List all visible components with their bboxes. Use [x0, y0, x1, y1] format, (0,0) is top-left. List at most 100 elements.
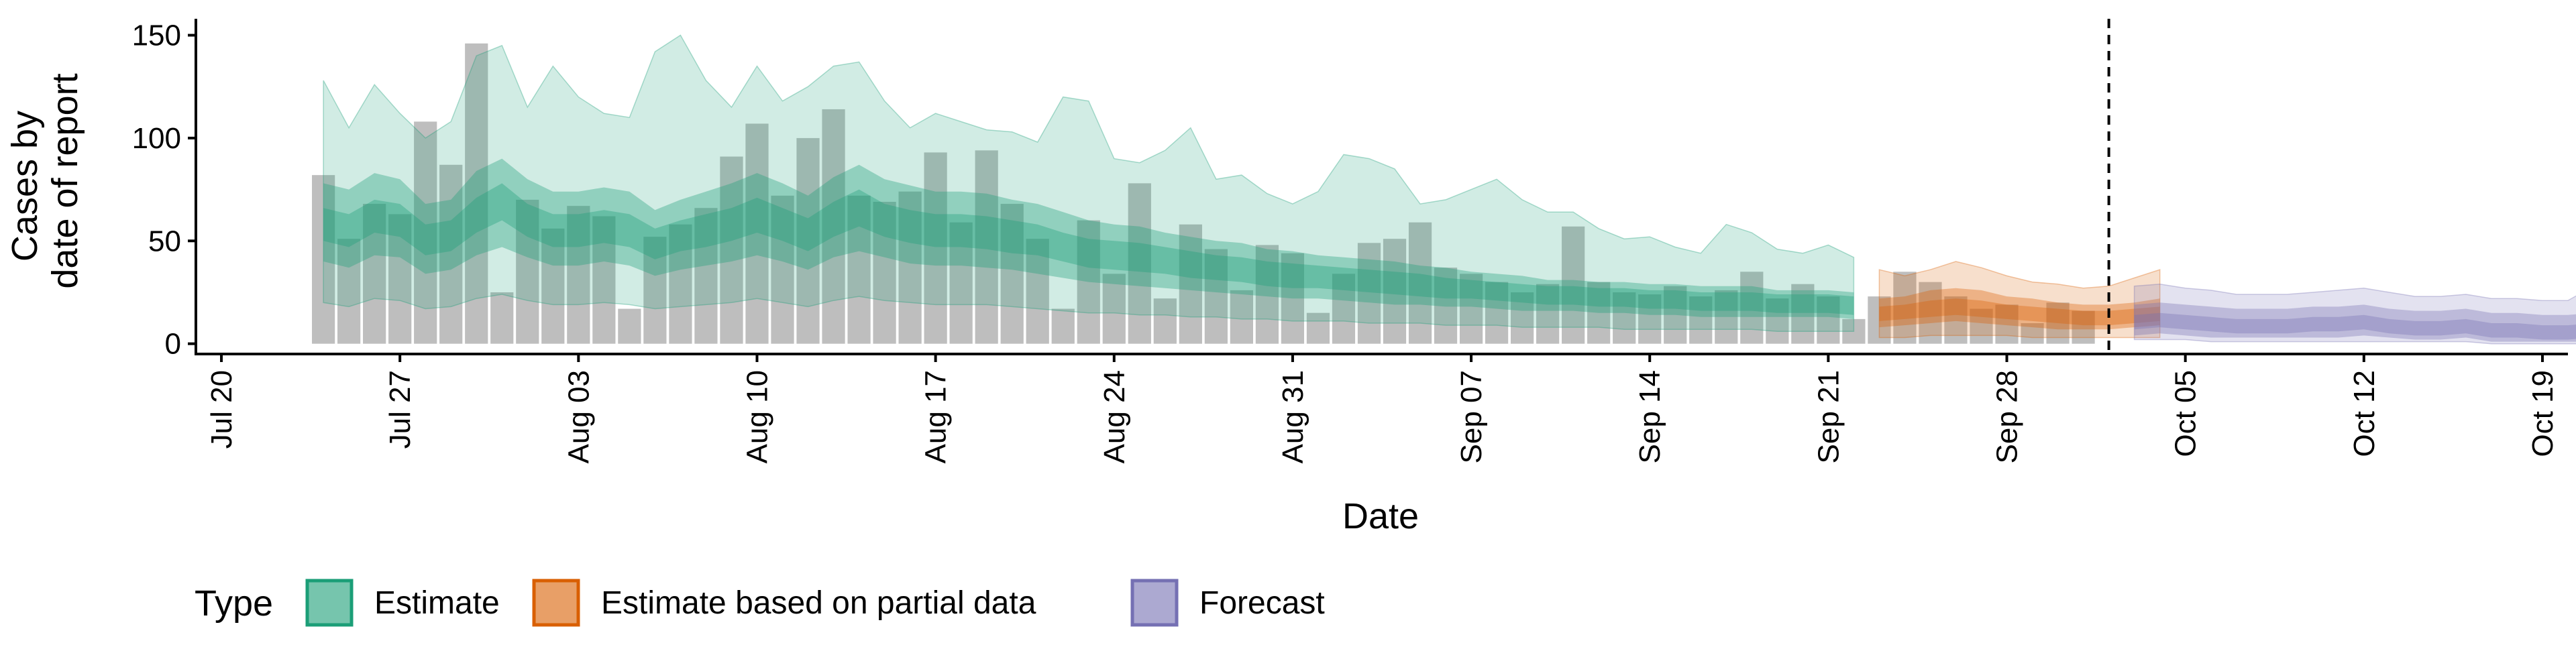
reported-cases-bar: [1281, 253, 1305, 344]
reported-cases-bar: [975, 150, 998, 344]
legend-title: Type: [195, 583, 273, 624]
axes: 0 50 100 150 Jul 20 Jul 27 Aug 03 Aug 10 Aug 17…: [132, 19, 2568, 463]
reported-cases-bar: [592, 216, 616, 344]
reported-cases-bar: [1306, 312, 1330, 344]
x-tick-label: Sep 28: [1991, 370, 2024, 463]
x-tick-label: Sep 07: [1455, 370, 1488, 463]
reported-cases-bar: [1817, 296, 1840, 344]
reported-cases-bar: [2021, 322, 2044, 344]
legend-items: Estimate Estimate based on partial data Fo…: [305, 579, 1325, 627]
reported-cases-bar: [1715, 290, 1738, 344]
reported-cases-bar: [1230, 290, 1253, 344]
reported-cases-bar: [2046, 302, 2070, 344]
estimate-series: [323, 34, 1855, 333]
reported-cases-bar: [1536, 284, 1560, 344]
reported-cases-bar: [1664, 286, 1687, 344]
reported-cases-bar: [1459, 274, 1483, 344]
estimate-ribbons: [323, 34, 2576, 345]
reported-cases-bar: [567, 206, 590, 344]
reported-cases-bar: [1995, 304, 2019, 344]
reported-cases-bar: [1893, 272, 1917, 344]
reported-cases-bar: [822, 109, 845, 344]
reported-cases-bar: [337, 239, 361, 344]
legend-item-forecast: Forecast: [1130, 579, 1325, 627]
x-tick-label: Sep 21: [1812, 370, 1845, 463]
reported-cases-bar: [1434, 268, 1458, 344]
forecast-ci90-band: [2133, 283, 2576, 345]
reported-cases-bar: [1970, 308, 1993, 344]
reported-cases-bar: [1944, 296, 1968, 344]
reported-cases-bar: [796, 137, 820, 344]
reported-cases-bar: [414, 121, 437, 344]
reported-cases-bar: [694, 208, 718, 344]
reported-cases-bar: [1357, 243, 1381, 344]
reported-cases-bar: [898, 191, 922, 344]
reported-cases-bar: [1102, 274, 1126, 344]
reported-cases-bar: [1791, 284, 1815, 344]
reported-cases-bar: [1255, 245, 1279, 344]
x-tick-label: Aug 03: [562, 370, 595, 463]
reported-cases-bar: [618, 308, 641, 344]
estimate-based-on-partial-data-ci50-band: [1879, 288, 2160, 330]
x-tick-label: Aug 17: [920, 370, 953, 463]
forecast-ci50-band: [2134, 302, 2576, 342]
reported-cases-bar: [1613, 292, 1636, 344]
x-tick-label: Jul 20: [205, 370, 238, 449]
legend-label: Forecast: [1199, 585, 1325, 621]
reported-cases-bar: [1689, 296, 1713, 344]
reported-cases-bar: [388, 214, 412, 344]
reported-cases-bar: [1383, 239, 1407, 344]
legend: Type Estimate Estimate based on partial d…: [195, 579, 1325, 627]
y-axis-ticks: 0 50 100 150: [132, 19, 196, 361]
reported-cases-bar: [771, 195, 794, 344]
y-tick-label: 50: [148, 225, 181, 257]
reported-cases-bar: [2072, 310, 2095, 344]
legend-swatch: [532, 579, 580, 627]
y-axis-title-line-1: Cases by: [5, 111, 45, 261]
x-tick-label: Jul 27: [384, 370, 417, 449]
reported-cases-bar: [1485, 282, 1509, 344]
reported-cases-bar: [1562, 226, 1585, 344]
estimate-based-on-partial-data-ci20-band: [1879, 298, 2160, 326]
reported-cases-bar: [1128, 183, 1151, 344]
legend-swatch: [1130, 579, 1179, 627]
reported-cases-bar: [311, 175, 335, 344]
reported-cases-bar: [1766, 298, 1789, 344]
forecast-series: [2133, 283, 2576, 345]
reported-cases-bar: [1153, 298, 1177, 344]
reported-cases-bar: [465, 43, 488, 344]
reported-cases-bar: [541, 228, 565, 344]
y-axis-title-line-2: date of report: [45, 73, 85, 288]
reported-cases-bar: [1408, 222, 1432, 344]
y-tick-label: 150: [132, 19, 181, 52]
reported-cases-bar: [1026, 239, 1049, 344]
x-tick-label: Aug 24: [1098, 370, 1131, 463]
reported-cases-bar: [490, 292, 514, 344]
reported-cases-bar: [1919, 282, 1942, 344]
reported-cases-bars: [311, 43, 2095, 344]
x-tick-label: Oct 05: [2169, 370, 2202, 457]
x-tick-label: Sep 14: [1633, 370, 1666, 463]
reported-cases-bar: [1000, 204, 1024, 344]
reported-cases-bar: [924, 152, 947, 344]
reported-cases-bar: [745, 123, 769, 344]
estimate-ci50-band: [323, 158, 1854, 319]
reported-cases-bar: [1332, 274, 1356, 344]
legend-item-estimate: Estimate: [305, 579, 500, 627]
reported-cases-bar: [363, 204, 386, 344]
y-tick-label: 0: [165, 328, 181, 361]
reported-cases-bar: [439, 164, 463, 344]
legend-item-estimate-based-on-partial-data: Estimate based on partial data: [532, 579, 1036, 627]
reported-cases-bar: [949, 222, 973, 344]
reported-cases-bar: [1204, 249, 1228, 344]
estimate-based-on-partial-data-ci90-band: [1878, 261, 2161, 339]
reported-cases-bar: [516, 199, 539, 344]
forecast-ci20-band: [2134, 312, 2576, 340]
reported-cases-bar: [1179, 224, 1202, 344]
reported-cases-bar: [1077, 220, 1100, 344]
reported-cases-bar: [1638, 294, 1662, 344]
y-axis-title: Cases by date of report: [5, 73, 85, 288]
reported-cases-bar: [1842, 318, 1866, 344]
reported-cases-bar: [1740, 272, 1764, 344]
